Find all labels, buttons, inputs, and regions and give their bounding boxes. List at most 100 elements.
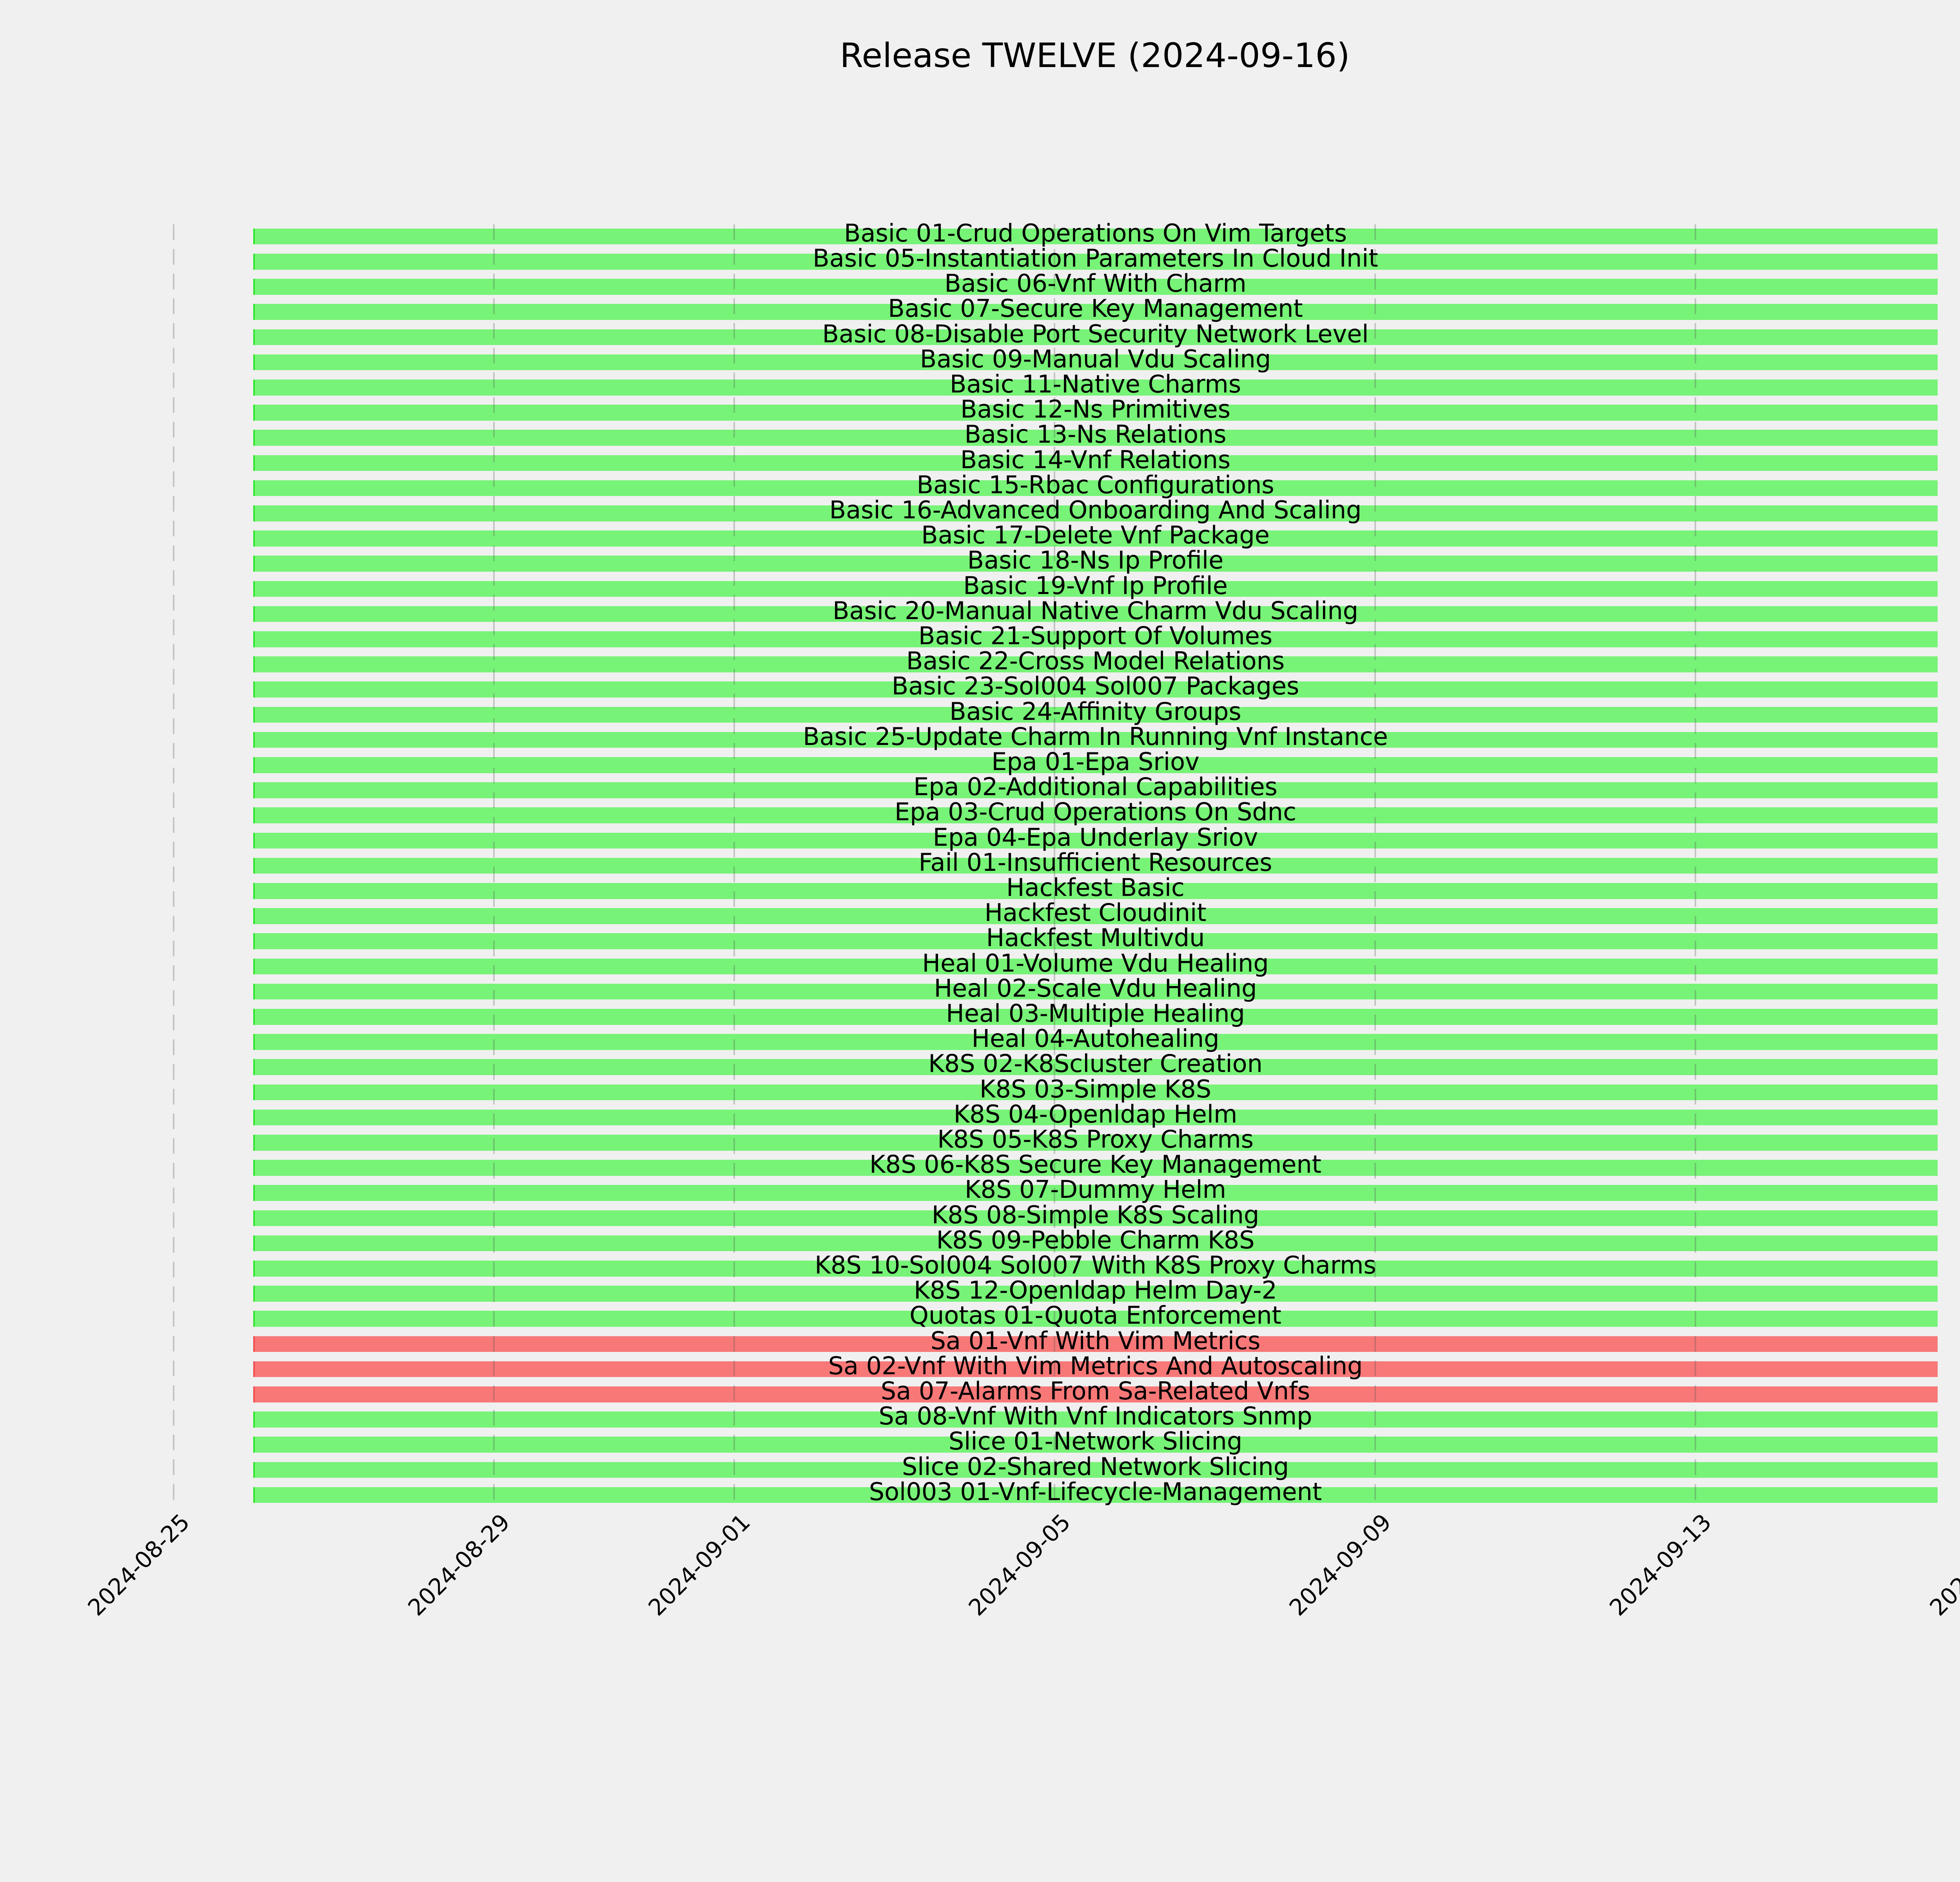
test-bar	[253, 1437, 1938, 1453]
test-bar	[253, 606, 1938, 622]
x-tick-label: 2024-09-01	[643, 1508, 756, 1621]
test-bar-label: Basic 19-Vnf Ip Profile	[963, 571, 1228, 600]
test-bar	[253, 354, 1938, 371]
test-bar-label: Basic 11-Native Charms	[949, 369, 1241, 398]
test-bar-label: Slice 02-Shared Network Slicing	[902, 1452, 1289, 1481]
test-bar-label: Epa 02-Additional Capabilities	[913, 772, 1278, 801]
test-bar-label: Basic 17-Delete Vnf Package	[921, 521, 1270, 550]
test-bar-label: Fail 01-Insufficient Resources	[918, 848, 1272, 877]
test-bar	[253, 1462, 1938, 1478]
test-bar	[253, 1160, 1938, 1176]
test-bar	[253, 883, 1938, 899]
test-bar-label: K8S 08-Simple K8S Scaling	[931, 1200, 1259, 1229]
test-bar	[253, 430, 1938, 446]
test-bar	[253, 279, 1938, 295]
test-bar-label: K8S 07-Dummy Helm	[964, 1175, 1227, 1204]
test-bar	[253, 782, 1938, 798]
test-bar-label: Heal 03-Multiple Healing	[946, 999, 1245, 1028]
test-bar-label: K8S 03-Simple K8S	[979, 1074, 1212, 1103]
test-bar-label: Basic 06-Vnf With Charm	[944, 269, 1247, 298]
test-bar	[253, 1412, 1938, 1428]
test-bar-label: Basic 07-Secure Key Management	[888, 294, 1303, 323]
test-bar-label: K8S 10-Sol004 Sol007 With K8S Proxy Char…	[815, 1250, 1376, 1279]
test-bar	[253, 556, 1938, 572]
test-bar-label: Basic 09-Manual Vdu Scaling	[920, 344, 1271, 373]
test-bar	[253, 480, 1938, 496]
test-bar	[253, 304, 1938, 320]
test-bar-label: Sa 02-Vnf With Vim Metrics And Autoscali…	[828, 1351, 1363, 1380]
test-bar-label: Quotas 01-Quota Enforcement	[909, 1301, 1281, 1330]
test-bar-label: Basic 01-Crud Operations On Vim Targets	[844, 218, 1347, 247]
x-tick-label: 2024-08-25	[82, 1508, 195, 1621]
chart-title: Release TWELVE (2024-09-16)	[840, 36, 1350, 75]
test-bar-label: Sa 07-Alarms From Sa-Related Vnfs	[880, 1376, 1310, 1405]
test-bar	[253, 581, 1938, 597]
test-bar-label: Hackfest Multivdu	[986, 923, 1205, 952]
test-bar-label: Epa 01-Epa Sriov	[991, 747, 1200, 776]
test-bar-label: Epa 03-Crud Operations On Sdnc	[894, 797, 1297, 827]
test-bar	[253, 1034, 1938, 1050]
test-bar-label: Sol003 01-Vnf-Lifecycle-Management	[869, 1477, 1322, 1506]
test-bar	[253, 1487, 1938, 1503]
x-tick-label: 2024-09-17	[1924, 1508, 1960, 1621]
test-bar-label: Basic 12-Ns Primitives	[960, 395, 1230, 424]
x-gridline	[1694, 224, 1696, 1506]
test-bar-label: K8S 09-Pebble Charm K8S	[936, 1225, 1255, 1254]
test-bar-label: Basic 08-Disable Port Security Network L…	[822, 319, 1369, 348]
test-bar	[253, 933, 1938, 949]
test-bar	[253, 807, 1938, 823]
test-bar-label: K8S 05-K8S Proxy Charms	[937, 1124, 1254, 1154]
test-bar	[253, 1311, 1938, 1327]
test-bar	[253, 1059, 1938, 1075]
test-bar	[253, 1336, 1938, 1352]
test-bar-label: Basic 22-Cross Model Relations	[906, 647, 1285, 676]
test-bar	[253, 379, 1938, 396]
test-bar-label: Basic 14-Vnf Relations	[960, 445, 1231, 474]
test-bar-label: Basic 20-Manual Native Charm Vdu Scaling	[833, 596, 1358, 625]
test-bar-label: Epa 04-Epa Underlay Sriov	[933, 823, 1258, 852]
x-gridline	[733, 224, 735, 1506]
test-bar	[253, 958, 1938, 975]
test-bar-label: Basic 05-Instantiation Parameters In Clo…	[813, 243, 1378, 272]
test-bar-label: Heal 02-Scale Vdu Healing	[934, 974, 1257, 1003]
test-bar-label: Basic 25-Update Charm In Running Vnf Ins…	[803, 722, 1388, 751]
test-bar	[253, 329, 1938, 345]
test-bar	[253, 857, 1938, 874]
test-bar-label: Heal 04-Autohealing	[971, 1024, 1220, 1053]
test-bar-label: Basic 24-Affinity Groups	[949, 697, 1241, 726]
test-bar	[253, 505, 1938, 521]
test-bar	[253, 732, 1938, 748]
test-bar	[253, 707, 1938, 723]
test-bar	[253, 1386, 1938, 1402]
test-bar	[253, 1134, 1938, 1151]
test-bar-label: Basic 15-Rbac Configurations	[916, 470, 1274, 499]
x-tick-label: 2024-09-05	[963, 1508, 1076, 1621]
x-gridline	[493, 224, 495, 1506]
test-bar-label: K8S 06-K8S Secure Key Management	[869, 1150, 1321, 1179]
test-bar-label: Basic 23-Sol004 Sol007 Packages	[891, 672, 1299, 701]
test-bar	[253, 1185, 1938, 1201]
test-bar-label: Basic 18-Ns Ip Profile	[967, 546, 1224, 575]
test-bar	[253, 1008, 1938, 1025]
test-bar	[253, 908, 1938, 924]
test-bar	[253, 455, 1938, 471]
x-gridline	[173, 224, 174, 1506]
test-bar-label: Hackfest Cloudinit	[984, 898, 1207, 927]
test-bar	[253, 405, 1938, 421]
test-bar-label: Basic 16-Advanced Onboarding And Scaling	[829, 495, 1362, 524]
test-bar-label: Slice 01-Network Slicing	[948, 1427, 1243, 1456]
test-bar	[253, 1109, 1938, 1126]
x-tick-label: 2024-08-29	[403, 1508, 515, 1621]
test-bar-label: Heal 01-Volume Vdu Healing	[922, 948, 1269, 977]
test-bar	[253, 681, 1938, 698]
test-bar-label: K8S 02-K8Scluster Creation	[928, 1049, 1263, 1078]
test-bar-label: Sa 01-Vnf With Vim Metrics	[930, 1326, 1261, 1355]
test-bar	[253, 983, 1938, 1000]
test-bar	[253, 1210, 1938, 1226]
test-bar	[253, 832, 1938, 849]
test-bar-label: K8S 12-Openldap Helm Day-2	[914, 1276, 1277, 1305]
test-bar	[253, 1235, 1938, 1252]
x-tick-label: 2024-09-09	[1284, 1508, 1396, 1621]
test-bar	[253, 631, 1938, 647]
